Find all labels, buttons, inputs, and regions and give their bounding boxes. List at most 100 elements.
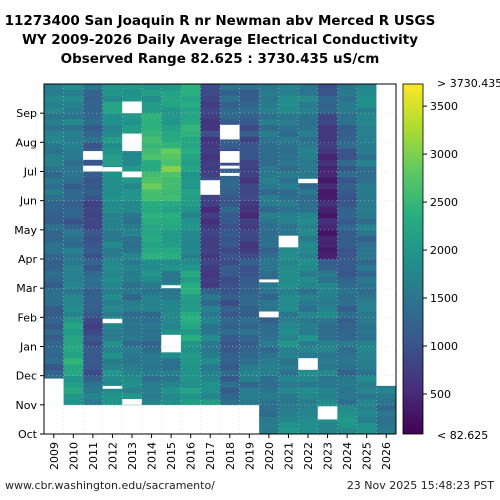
heatmap-cell: [63, 107, 84, 114]
heatmap-cell: [317, 154, 338, 161]
heatmap-cell: [278, 323, 299, 330]
heatmap-cell: [44, 212, 64, 219]
heatmap-cell: [298, 299, 319, 306]
heatmap-cell: [278, 148, 299, 155]
heatmap-cell: [356, 259, 377, 266]
missing-data-gap: [83, 165, 103, 172]
heatmap-cell: [337, 148, 358, 155]
missing-data-gap: [200, 180, 220, 195]
heatmap-cell: [122, 89, 143, 96]
heatmap-cell: [337, 235, 358, 242]
heatmap-cell: [83, 288, 103, 295]
heatmap-cell: [317, 101, 338, 108]
heatmap-cell: [63, 352, 84, 359]
heatmap-cell: [122, 288, 143, 295]
heatmap-cell: [317, 142, 338, 149]
heatmap-cell: [180, 177, 201, 184]
heatmap-cell: [356, 340, 377, 347]
heatmap-cell: [356, 305, 377, 312]
heatmap-cell: [337, 130, 358, 137]
heatmap-cell: [220, 183, 240, 190]
heatmap-cell: [356, 107, 377, 114]
heatmap-cell: [317, 329, 338, 336]
heatmap-cell: [278, 387, 299, 394]
colorbar: 500 1000 1500 2000 2500 3000 3500 > 3730.435 <…: [402, 77, 500, 442]
heatmap-cell: [356, 84, 377, 91]
heatmap-cell: [298, 270, 319, 277]
heatmap-cell: [44, 264, 64, 271]
heatmap-cell: [259, 89, 279, 96]
heatmap-cell: [122, 294, 143, 301]
heatmap-cell: [63, 358, 84, 365]
heatmap-cell: [317, 119, 338, 126]
heatmap-cell: [63, 299, 84, 306]
heatmap-cell: [239, 253, 260, 260]
heatmap-cell: [356, 364, 377, 371]
heatmap-cell: [102, 369, 123, 376]
heatmap-cell: [317, 305, 338, 312]
heatmap-cell: [83, 218, 103, 225]
heatmap-cell: [278, 416, 299, 423]
heatmap-cell: [63, 84, 84, 91]
colorbar-min-label: < 82.625: [437, 429, 488, 442]
x-tick-label: 2023: [322, 442, 335, 470]
heatmap-cell: [220, 119, 240, 126]
heatmap-cell: [337, 212, 358, 219]
heatmap-cell: [63, 340, 84, 347]
heatmap-cell: [44, 317, 64, 324]
heatmap-cell: [83, 119, 103, 126]
heatmap-cell: [141, 194, 162, 201]
heatmap-cell: [239, 358, 260, 365]
heatmap-cell: [220, 358, 240, 365]
heatmap-cell: [298, 346, 319, 353]
missing-data-gap: [298, 178, 318, 184]
heatmap-cell: [317, 288, 338, 295]
heatmap-cells: [44, 84, 396, 434]
heatmap-cell: [180, 346, 201, 353]
heatmap-cell: [83, 136, 103, 143]
heatmap-cell: [200, 364, 221, 371]
heatmap-cell: [278, 177, 299, 184]
missing-data-gap: [259, 311, 279, 318]
heatmap-cell: [44, 148, 64, 155]
heatmap-cell: [63, 218, 84, 225]
heatmap-cell: [44, 224, 64, 231]
x-tick-label: 2025: [361, 442, 374, 470]
heatmap-cell: [317, 253, 338, 260]
heatmap-cell: [44, 89, 64, 96]
heatmap-cell: [63, 294, 84, 301]
heatmap-cell: [44, 329, 64, 336]
heatmap-cell: [259, 142, 279, 149]
heatmap-cell: [220, 218, 240, 225]
heatmap-cell: [259, 381, 279, 388]
heatmap-cell: [44, 113, 64, 120]
heatmap-cell: [83, 241, 103, 248]
heatmap-cell: [337, 288, 358, 295]
heatmap-cell: [141, 124, 162, 131]
heatmap-cell: [180, 189, 201, 196]
heatmap-cell: [102, 364, 123, 371]
heatmap-cell: [83, 229, 103, 236]
heatmap-cell: [63, 229, 84, 236]
heatmap-cell: [83, 282, 103, 289]
heatmap-cell: [63, 253, 84, 260]
heatmap-cell: [200, 276, 221, 283]
heatmap-cell: [239, 317, 260, 324]
heatmap-cell: [83, 294, 103, 301]
heatmap-cell: [161, 358, 182, 365]
heatmap-cell: [180, 340, 201, 347]
heatmap-cell: [200, 89, 221, 96]
heatmap-cell: [278, 229, 299, 236]
heatmap-cell: [259, 334, 279, 341]
heatmap-cell: [141, 113, 162, 120]
heatmap-cell: [63, 95, 84, 102]
heatmap-cell: [278, 101, 299, 108]
heatmap-cell: [200, 241, 221, 248]
heatmap-cell: [63, 387, 84, 394]
heatmap-cell: [317, 171, 338, 178]
heatmap-cell: [122, 183, 143, 190]
heatmap-cell: [220, 346, 240, 353]
heatmap-cell: [337, 399, 358, 406]
heatmap-cell: [180, 171, 201, 178]
heatmap-cell: [63, 369, 84, 376]
